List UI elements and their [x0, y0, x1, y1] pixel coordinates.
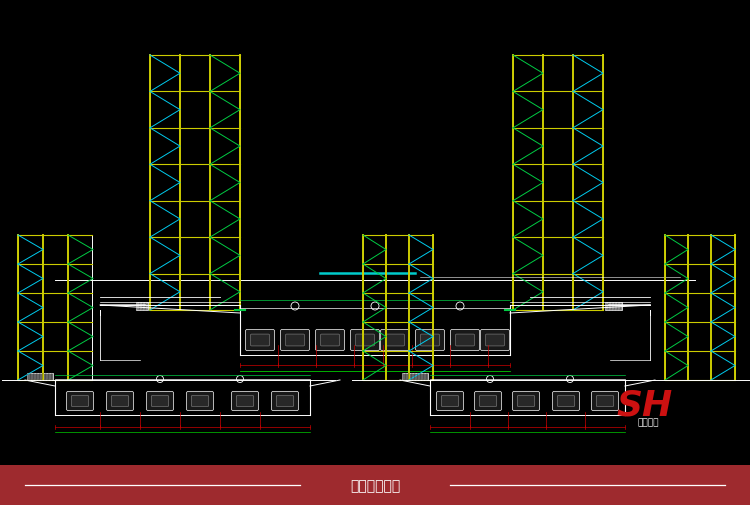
FancyBboxPatch shape [553, 392, 580, 411]
FancyBboxPatch shape [455, 334, 475, 346]
FancyBboxPatch shape [232, 392, 259, 411]
FancyBboxPatch shape [441, 396, 459, 407]
FancyBboxPatch shape [251, 334, 269, 346]
FancyBboxPatch shape [67, 392, 94, 411]
Bar [136, 302, 148, 311]
FancyBboxPatch shape [187, 392, 214, 411]
FancyBboxPatch shape [191, 396, 208, 407]
Bar [27, 373, 53, 380]
FancyBboxPatch shape [512, 392, 539, 411]
FancyBboxPatch shape [485, 334, 505, 346]
FancyBboxPatch shape [316, 330, 344, 351]
FancyBboxPatch shape [286, 334, 304, 346]
FancyBboxPatch shape [479, 396, 496, 407]
FancyBboxPatch shape [350, 330, 380, 351]
Text: SH: SH [616, 388, 674, 422]
FancyBboxPatch shape [386, 334, 404, 346]
FancyBboxPatch shape [380, 330, 410, 351]
FancyBboxPatch shape [276, 396, 294, 407]
FancyBboxPatch shape [280, 330, 310, 351]
FancyBboxPatch shape [71, 396, 88, 407]
FancyBboxPatch shape [106, 392, 134, 411]
Bar [402, 373, 428, 380]
FancyBboxPatch shape [421, 334, 440, 346]
FancyBboxPatch shape [436, 392, 463, 411]
FancyBboxPatch shape [146, 392, 173, 411]
FancyBboxPatch shape [596, 396, 613, 407]
Text: 素材公社: 素材公社 [638, 418, 658, 427]
FancyBboxPatch shape [111, 396, 129, 407]
FancyBboxPatch shape [320, 334, 340, 346]
FancyBboxPatch shape [557, 396, 574, 407]
FancyBboxPatch shape [416, 330, 445, 351]
FancyBboxPatch shape [451, 330, 479, 351]
FancyBboxPatch shape [475, 392, 502, 411]
FancyBboxPatch shape [152, 396, 169, 407]
Text: 拾意素材公社: 拾意素材公社 [350, 478, 400, 492]
FancyBboxPatch shape [592, 392, 619, 411]
FancyBboxPatch shape [481, 330, 509, 351]
Bar [0, 465, 750, 505]
Bar [605, 302, 622, 311]
FancyBboxPatch shape [518, 396, 535, 407]
FancyBboxPatch shape [272, 392, 298, 411]
FancyBboxPatch shape [245, 330, 274, 351]
FancyBboxPatch shape [356, 334, 374, 346]
FancyBboxPatch shape [236, 396, 254, 407]
